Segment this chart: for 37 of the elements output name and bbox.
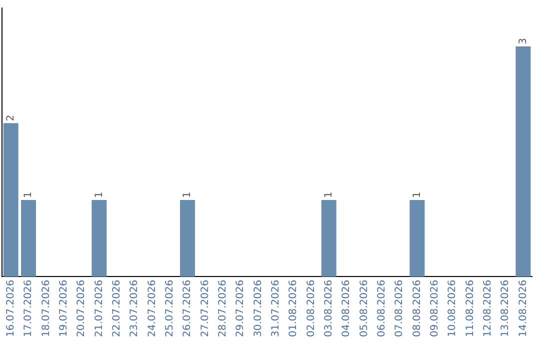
x-tick-label: 03.08.2026 bbox=[323, 280, 334, 338]
x-tick-label: 08.08.2026 bbox=[412, 280, 423, 338]
data-label: 1 bbox=[94, 192, 105, 198]
x-tick-label: 25.07.2026 bbox=[164, 280, 176, 338]
x-tick-label: 27.07.2026 bbox=[200, 280, 211, 338]
x-tick-label: 10.08.2026 bbox=[447, 280, 458, 338]
x-tick-label: 20.07.2026 bbox=[76, 280, 88, 338]
x-tick-label: 12.08.2026 bbox=[482, 280, 494, 338]
x-tick-label: 01.08.2026 bbox=[288, 280, 300, 338]
x-tick-label: 07.08.2026 bbox=[394, 280, 406, 338]
x-tick-label: 30.07.2026 bbox=[252, 280, 264, 338]
data-label: 1 bbox=[412, 192, 423, 198]
x-tick-label: 24.07.2026 bbox=[146, 280, 158, 338]
x-tick-label: 05.08.2026 bbox=[358, 280, 370, 338]
data-label: 1 bbox=[182, 192, 194, 198]
x-tick-label: 26.07.2026 bbox=[182, 280, 194, 338]
data-label: 2 bbox=[5, 114, 16, 122]
x-tick-label: 18.07.2026 bbox=[40, 280, 52, 338]
x-tick-label: 16.07.2026 bbox=[5, 280, 16, 338]
x-tick-label: 06.08.2026 bbox=[376, 280, 388, 338]
x-tick-label: 09.08.2026 bbox=[429, 280, 440, 338]
x-tick-label: 28.07.2026 bbox=[217, 280, 228, 338]
data-label: 3 bbox=[518, 38, 529, 44]
x-tick-label: 23.07.2026 bbox=[129, 280, 140, 338]
x-tick-label: 31.07.2026 bbox=[270, 280, 282, 338]
data-label: 1 bbox=[323, 192, 334, 198]
x-tick-label: 22.07.2026 bbox=[111, 280, 122, 338]
x-tick-label: 19.07.2026 bbox=[58, 280, 70, 338]
x-tick-label: 17.07.2026 bbox=[23, 280, 34, 338]
x-tick-label: 21.07.2026 bbox=[94, 280, 105, 338]
x-tick-label: 04.08.2026 bbox=[341, 280, 352, 338]
x-tick-label: 13.08.2026 bbox=[500, 280, 512, 338]
x-tick-label: 11.08.2026 bbox=[464, 280, 476, 338]
x-tick-label: 02.08.2026 bbox=[306, 280, 317, 338]
x-tick-label: 29.07.2026 bbox=[235, 280, 246, 338]
x-tick-label: 14.08.2026 bbox=[518, 280, 529, 338]
data-label: 1 bbox=[23, 192, 34, 198]
